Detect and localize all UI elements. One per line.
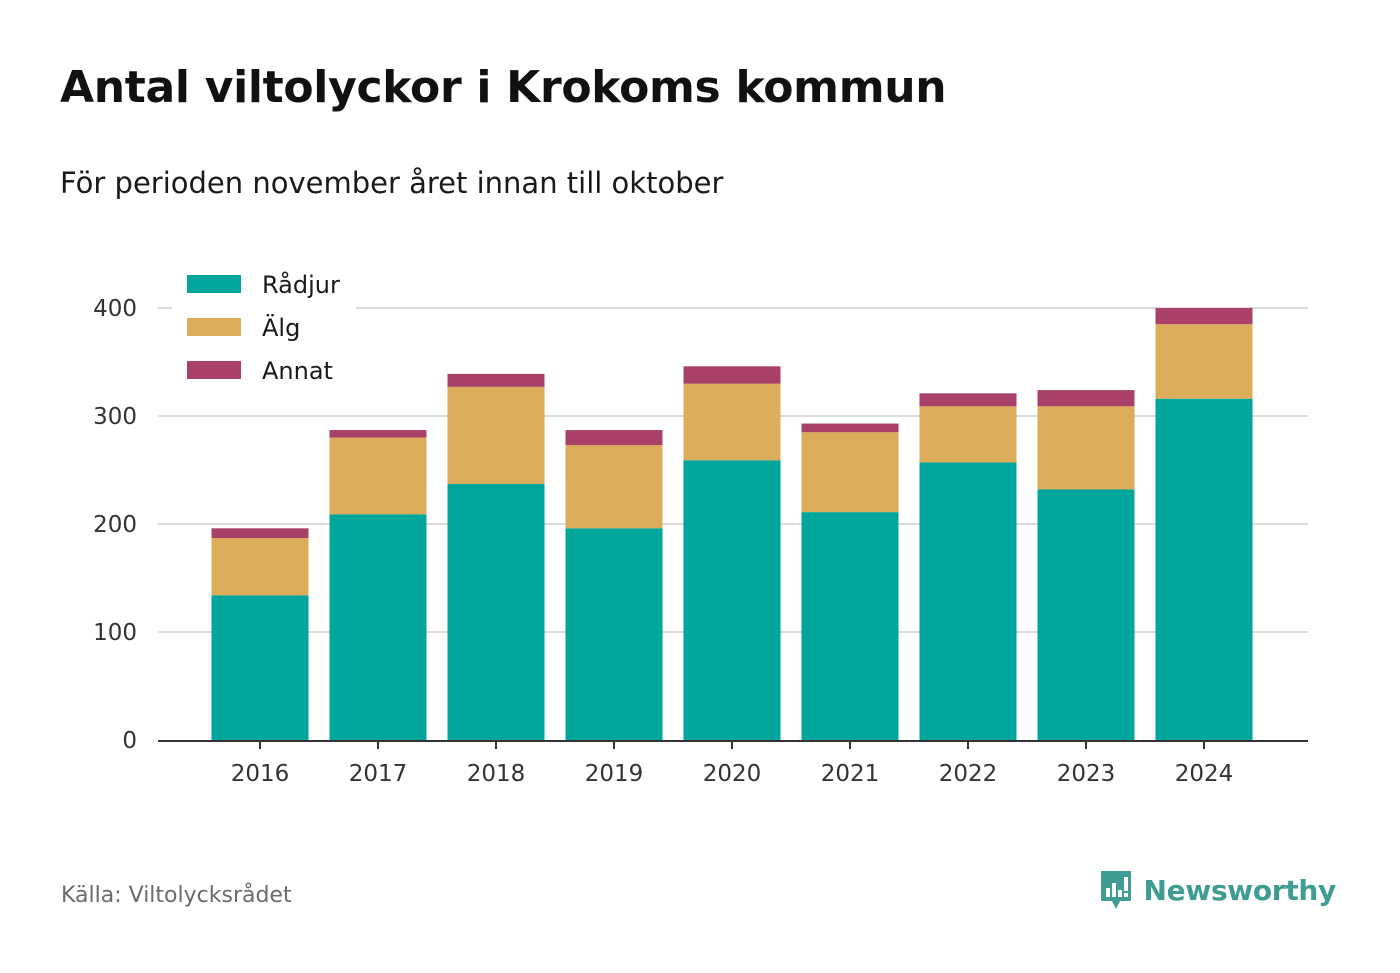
bar-2017-rådjur	[329, 514, 427, 740]
x-tick-label-2017: 2017	[349, 761, 408, 787]
bar-2016-annat	[211, 528, 309, 539]
source-note: Källa: Viltolycksrådet	[61, 883, 292, 908]
y-tick-label-100: 100	[93, 620, 137, 646]
bar-2019-rådjur	[565, 528, 663, 740]
bar-2018-rådjur	[447, 484, 545, 740]
bar-chart-speech-bubble-icon	[1100, 871, 1131, 909]
bar-2020-rådjur	[683, 460, 781, 740]
bar-2022-älg	[919, 406, 1017, 463]
bar-2024-annat	[1155, 308, 1253, 325]
bar-2020-annat	[683, 366, 781, 384]
brand-name: Newsworthy	[1143, 873, 1337, 907]
bar-stack-2021	[801, 423, 899, 740]
y-tick-label-300: 300	[93, 404, 137, 430]
bar-2022-annat	[919, 393, 1017, 407]
bar-2021-älg	[801, 432, 899, 513]
bar-2018-älg	[447, 386, 545, 485]
x-tick-label-2021: 2021	[821, 761, 880, 787]
bar-stack-2024	[1155, 308, 1253, 740]
bar-2024-rådjur	[1155, 398, 1253, 740]
legend-swatch-älg	[187, 318, 241, 336]
y-tick-label-400: 400	[93, 296, 137, 322]
chart-title: Antal viltolyckor i Krokoms kommun	[60, 62, 947, 113]
legend-label-älg: Älg	[262, 313, 300, 342]
y-tick-label-200: 200	[93, 512, 137, 538]
bar-2023-rådjur	[1037, 489, 1135, 740]
bar-2024-älg	[1155, 324, 1253, 399]
bar-2016-älg	[211, 538, 309, 596]
x-tick-label-2018: 2018	[467, 761, 526, 787]
brand-logo: Newsworthy	[1098, 868, 1336, 912]
bar-2021-rådjur	[801, 512, 899, 740]
legend: Rådjur Älg Annat	[172, 258, 356, 394]
bar-stack-2022	[919, 393, 1017, 740]
bar-2021-annat	[801, 423, 899, 433]
x-tick-label-2019: 2019	[585, 761, 644, 787]
bar-2023-annat	[1037, 390, 1135, 407]
x-tick-label-2022: 2022	[939, 761, 998, 787]
y-tick-label-0: 0	[122, 728, 137, 754]
bar-stack-2018	[447, 373, 545, 740]
legend-label-annat: Annat	[262, 357, 333, 385]
chart-subtitle: För perioden november året innan till ok…	[60, 166, 724, 200]
bar-stack-2016	[211, 528, 309, 740]
legend-swatch-annat	[187, 361, 241, 379]
x-tick-label-2024: 2024	[1175, 761, 1234, 787]
legend-swatch-rådjur	[187, 275, 241, 293]
bar-2020-älg	[683, 383, 781, 461]
bar-2022-rådjur	[919, 462, 1017, 740]
bar-2023-älg	[1037, 406, 1135, 490]
x-tick-label-2023: 2023	[1057, 761, 1116, 787]
bar-2019-älg	[565, 445, 663, 529]
bar-stack-2020	[683, 366, 781, 740]
bar-stack-2023	[1037, 390, 1135, 740]
bar-2018-annat	[447, 373, 545, 387]
bar-stack-2019	[565, 430, 663, 740]
bar-2016-rådjur	[211, 595, 309, 740]
bar-stack-2017	[329, 430, 427, 740]
x-tick-label-2020: 2020	[703, 761, 762, 787]
legend-label-rådjur: Rådjur	[262, 270, 340, 299]
bar-2017-älg	[329, 437, 427, 515]
x-tick-label-2016: 2016	[231, 761, 290, 787]
bar-2019-annat	[565, 430, 663, 446]
x-axis-ticks: 2016 2017 2018 2019 2020 2021 2022 2023 2024	[231, 741, 1234, 787]
bar-2017-annat	[329, 430, 427, 438]
bars	[158, 308, 1308, 742]
y-axis-ticks: 0 100 200 300 400	[93, 296, 137, 754]
